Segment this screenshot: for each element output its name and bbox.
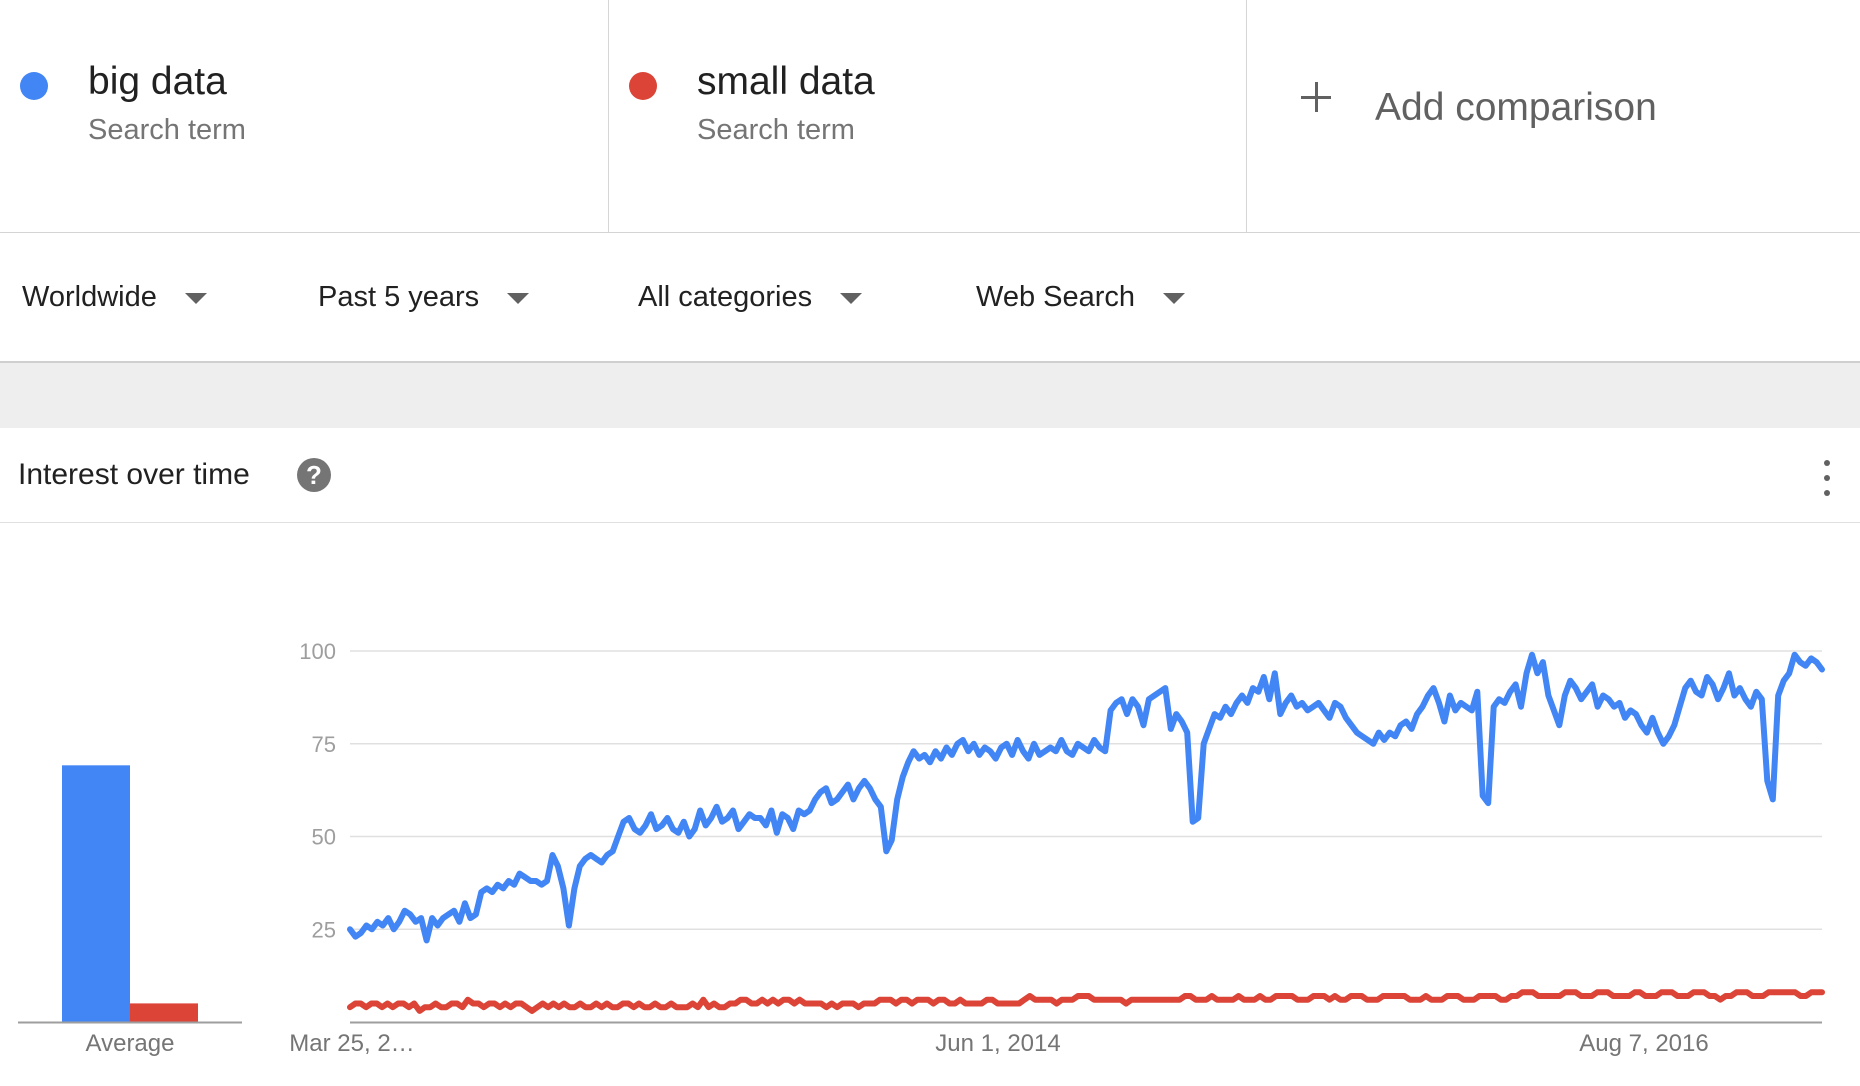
average-bar-big-data (62, 765, 130, 1022)
term-name: big data (88, 60, 227, 103)
search-term-big-data[interactable]: big data Search term (0, 0, 609, 232)
add-comparison-button[interactable]: Add comparison (1247, 0, 1860, 232)
search-type-label: Web Search (976, 280, 1136, 313)
time-range-label: Past 5 years (318, 280, 480, 313)
y-tick-label: 100 (299, 639, 336, 664)
caret-down-icon (184, 292, 207, 304)
x-tick-label: Aug 7, 2016 (1579, 1030, 1708, 1057)
y-tick-label: 50 (312, 825, 336, 850)
x-tick-label: Jun 1, 2014 (935, 1030, 1060, 1057)
search-term-small-data[interactable]: small data Search term (609, 0, 1247, 232)
search-type-dropdown[interactable]: Web Search (976, 277, 1186, 317)
more-vert-icon[interactable] (1820, 458, 1834, 498)
term-subtitle: Search term (697, 114, 855, 146)
y-tick-label: 25 (312, 917, 336, 942)
category-dropdown[interactable]: All categories (638, 277, 863, 317)
average-bar-chart: Average (18, 765, 242, 1057)
chart-lines (347, 651, 1825, 1014)
help-icon[interactable]: ? (297, 458, 331, 492)
category-label: All categories (638, 280, 813, 313)
add-comparison-label: Add comparison (1375, 86, 1657, 129)
card-title: Interest over time (18, 458, 250, 491)
chart-grid: 25 50 75 100 (299, 639, 1822, 1024)
x-axis: Mar 25, 2… Jun 1, 2014 Aug 7, 2016 (289, 1030, 1708, 1057)
filter-bar: Worldwide Past 5 years All categories We… (0, 233, 1860, 363)
y-tick-label: 75 (312, 732, 336, 757)
x-tick-label: Mar 25, 2… (289, 1030, 414, 1057)
series-color-dot (20, 72, 48, 100)
term-name: small data (697, 60, 875, 103)
interest-over-time-header: Interest over time ? (0, 428, 1860, 523)
series-color-dot (629, 72, 657, 100)
plus-icon (1301, 82, 1331, 112)
average-label: Average (86, 1030, 175, 1057)
caret-down-icon (840, 292, 863, 304)
caret-down-icon (1163, 292, 1186, 304)
term-subtitle: Search term (88, 114, 246, 146)
time-range-dropdown[interactable]: Past 5 years (318, 277, 530, 317)
series-line-small-data (347, 989, 1825, 1014)
average-bar-small-data (130, 1003, 198, 1022)
search-terms-bar: big data Search term small data Search t… (0, 0, 1860, 233)
series-line-big-data (347, 651, 1825, 944)
section-divider (0, 363, 1860, 428)
caret-down-icon (507, 292, 530, 304)
region-label: Worldwide (22, 280, 157, 313)
region-dropdown[interactable]: Worldwide (22, 277, 207, 317)
